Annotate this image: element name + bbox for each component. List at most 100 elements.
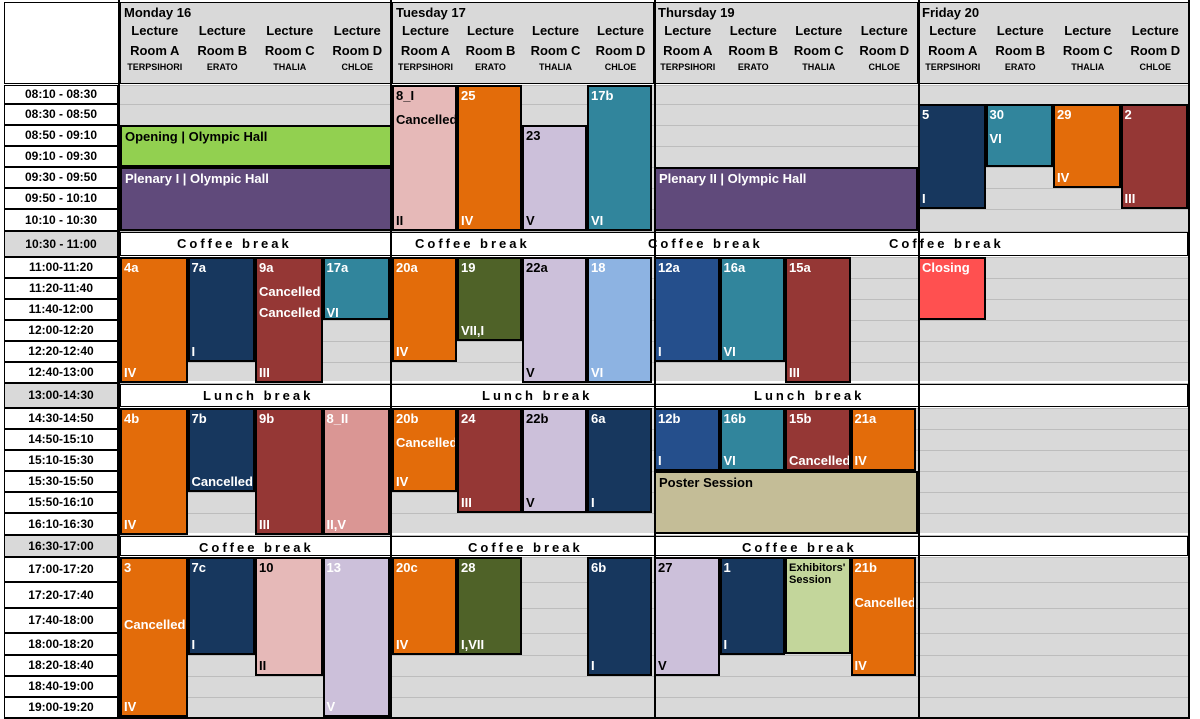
- time-slot: 19:00-19:20: [4, 697, 118, 718]
- session-20c[interactable]: 20c IV: [392, 557, 457, 655]
- session-30[interactable]: 30 VI: [985, 104, 1053, 167]
- session-12a[interactable]: 12a I: [654, 257, 720, 362]
- session-9b[interactable]: 9b III: [255, 408, 323, 535]
- coffee-break-label: Coffee break: [468, 540, 583, 555]
- session-22b[interactable]: 22b V: [522, 408, 587, 513]
- session-number: 22a: [526, 260, 548, 275]
- time-slot: 10:30 - 11:00: [4, 231, 118, 257]
- room-subtitle: TERPSIHORI: [127, 62, 183, 72]
- time-slot: 12:40-13:00: [4, 362, 118, 383]
- time-slot: 08:10 - 08:30: [4, 85, 118, 104]
- session-3[interactable]: 3 Cancelled IV: [120, 557, 188, 717]
- session-track: I: [922, 191, 926, 206]
- session-27[interactable]: 27 V: [654, 557, 720, 676]
- session-track: IV: [854, 453, 867, 468]
- room-line1: Lecture: [333, 23, 381, 38]
- session-20b[interactable]: 20b Cancelled IV: [392, 408, 457, 492]
- grid-bottom-border: [4, 717, 1190, 719]
- poster-label: Poster Session: [659, 475, 753, 490]
- day-header: Friday 20 Lecture Room A TERPSIHORI Lecture R…: [918, 2, 1190, 84]
- session-7c[interactable]: 7c I: [187, 557, 255, 655]
- time-slot: 15:10-15:30: [4, 450, 118, 471]
- room-header: Lecture Room A TERPSIHORI: [919, 21, 987, 73]
- opening-session[interactable]: Opening | Olympic Hall: [120, 125, 392, 167]
- time-slot: 17:40-18:00: [4, 608, 118, 633]
- room-subtitle: TERPSIHORI: [925, 62, 981, 72]
- lunch-break-label: Lunch break: [754, 388, 865, 403]
- session-number: 20c: [396, 560, 418, 575]
- session-21a[interactable]: 21a IV: [850, 408, 916, 471]
- time-slot: 11:00-11:20: [4, 257, 118, 278]
- room-subtitle: ERATO: [475, 62, 506, 72]
- session-4a[interactable]: 4a IV: [120, 257, 188, 383]
- session-16b[interactable]: 16b VI: [719, 408, 785, 471]
- session-track: VII,I: [461, 323, 485, 338]
- session-22a[interactable]: 22a V: [522, 257, 587, 383]
- session-2[interactable]: 2 III: [1120, 104, 1188, 209]
- room-line2: Room C: [793, 43, 844, 58]
- session-track: IV: [461, 213, 474, 228]
- session-24[interactable]: 24 III: [457, 408, 522, 513]
- session-25[interactable]: 25 IV: [457, 85, 522, 231]
- room-line1: Lecture: [402, 23, 449, 38]
- room-header: Lecture Room C THALIA: [256, 21, 324, 73]
- session-track: III: [259, 517, 270, 532]
- session-15a[interactable]: 15a III: [785, 257, 851, 383]
- session-track: I,VII: [461, 637, 485, 652]
- room-subtitle: CHLOE: [341, 62, 374, 72]
- session-number: 7a: [191, 260, 206, 275]
- session-15b[interactable]: 15b Cancelled: [785, 408, 851, 471]
- room-header: Lecture Room B ERATO: [458, 21, 523, 73]
- plenary-i-session[interactable]: Plenary I | Olympic Hall: [120, 167, 392, 231]
- session-4b[interactable]: 4b IV: [120, 408, 188, 535]
- session-track: IV: [396, 637, 409, 652]
- poster-session[interactable]: Poster Session: [654, 471, 918, 534]
- exhibitors-session[interactable]: Exhibitors' Session: [785, 557, 851, 654]
- room-header: Lecture Room C THALIA: [786, 21, 852, 73]
- session-6a[interactable]: 6a I: [587, 408, 652, 513]
- session-21b[interactable]: 21b Cancelled IV: [850, 557, 916, 676]
- session-16a[interactable]: 16a VI: [719, 257, 785, 362]
- room-line1: Lecture: [131, 23, 179, 38]
- room-line1: Lecture: [795, 23, 843, 38]
- session-23[interactable]: 23 V: [522, 125, 587, 231]
- session-20a[interactable]: 20a IV: [392, 257, 457, 362]
- session-18[interactable]: 18 VI: [587, 257, 652, 383]
- session-17b[interactable]: 17b VI: [587, 85, 652, 231]
- session-12b[interactable]: 12b I: [654, 408, 720, 471]
- session-number: 30: [989, 107, 1004, 122]
- time-slot: 09:10 - 09:30: [4, 146, 118, 167]
- session-6b[interactable]: 6b I: [587, 557, 652, 676]
- room-line1: Lecture: [664, 23, 712, 38]
- session-17a[interactable]: 17a VI: [322, 257, 390, 320]
- session-track: II: [396, 213, 404, 228]
- session-number: 7c: [191, 560, 206, 575]
- day-header: Tuesday 17 Lecture Room A TERPSIHORI Lecture…: [392, 2, 654, 84]
- time-slot: 12:20-12:40: [4, 341, 118, 362]
- room-subtitle: CHLOE: [604, 62, 637, 72]
- closing-session[interactable]: Closing: [918, 257, 986, 320]
- session-9a[interactable]: 9a Cancelled Cancelled III: [255, 257, 323, 383]
- session-13[interactable]: 13 V: [322, 557, 390, 717]
- session-track: III: [789, 365, 800, 380]
- plenary-ii-session[interactable]: Plenary II | Olympic Hall: [654, 167, 918, 231]
- session-19[interactable]: 19 VII,I: [457, 257, 522, 341]
- session-29[interactable]: 29 IV: [1053, 104, 1121, 188]
- room-line2: Room A: [663, 43, 713, 58]
- session-28[interactable]: 28 I,VII: [457, 557, 522, 655]
- room-header: Lecture Room D CHLOE: [852, 21, 918, 73]
- session-8ii[interactable]: 8_II II,V: [322, 408, 390, 535]
- session-track: IV: [124, 365, 137, 380]
- time-slot: 10:10 - 10:30: [4, 209, 118, 231]
- session-8i[interactable]: 8_I Cancelled II: [392, 85, 457, 231]
- room-subtitle: THALIA: [539, 62, 572, 72]
- session-number: 22b: [526, 411, 549, 426]
- session-7b[interactable]: 7b Cancelled: [187, 408, 255, 492]
- session-7a[interactable]: 7a I: [187, 257, 255, 362]
- day-label: Thursday 19: [658, 5, 735, 20]
- session-10[interactable]: 10 II: [255, 557, 323, 676]
- room-subtitle: CHLOE: [868, 62, 901, 72]
